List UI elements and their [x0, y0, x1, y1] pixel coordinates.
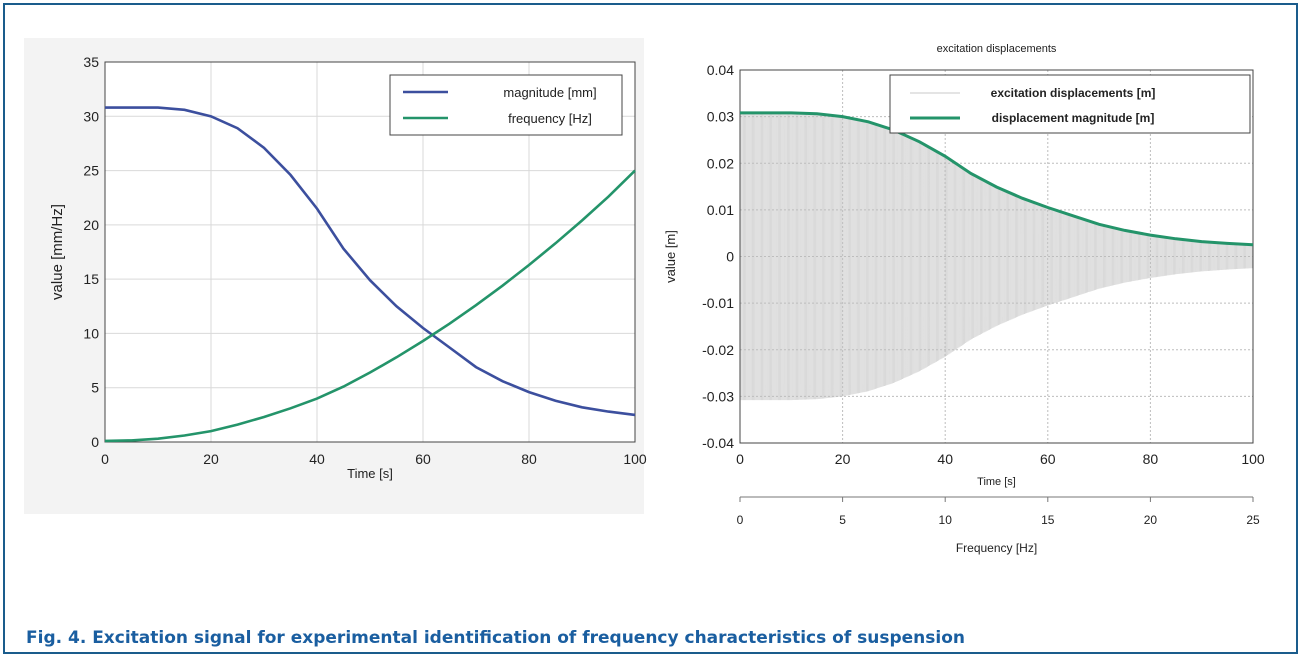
y-axis-label: value [m]	[663, 230, 678, 283]
chart-title: excitation displacements	[937, 43, 1057, 55]
x-tick-label: 60	[1040, 451, 1056, 467]
y-tick-label: 0.01	[707, 202, 734, 218]
legend	[889, 74, 1251, 134]
x-axis-label: Time [s]	[347, 466, 393, 481]
x-tick-label: 100	[1241, 451, 1265, 467]
y-tick-label: -0.01	[702, 295, 734, 311]
x-tick-label: 0	[736, 451, 744, 467]
frequency-tick-label: 10	[939, 513, 953, 527]
series-line-frequency	[104, 169, 636, 443]
y-tick-label: 15	[83, 271, 99, 287]
x-tick-label: 0	[101, 451, 109, 467]
x-tick-label: 20	[203, 451, 219, 467]
series-line-displacement-magnitude	[740, 111, 1254, 247]
y-tick-label: 20	[83, 217, 99, 233]
x-tick-label: 80	[521, 451, 537, 467]
figure-caption: Fig. 4. Excitation signal for experiment…	[26, 628, 966, 648]
y-tick-label: 0.02	[707, 155, 734, 171]
y-tick-label: -0.02	[702, 342, 734, 358]
chart-magnitude-frequency: 0 20 40 60 80 100 0 5 10 15 20 25 30 35 Time [s] value …	[24, 38, 647, 514]
legend-label: frequency [Hz]	[508, 111, 592, 126]
frequency-axis-label: Frequency [Hz]	[956, 541, 1037, 555]
y-tick-label: 10	[83, 325, 99, 341]
y-tick-label: -0.03	[702, 388, 734, 404]
legend-label: excitation displacements [m]	[991, 86, 1156, 100]
frequency-tick-label: 15	[1041, 513, 1055, 527]
legend-label: magnitude [mm]	[503, 85, 596, 100]
y-tick-label: 5	[91, 380, 99, 396]
x-tick-label: 40	[937, 451, 953, 467]
legend	[389, 74, 623, 136]
y-tick-label: 0.03	[707, 109, 734, 125]
frequency-tick-label: 25	[1246, 513, 1260, 527]
legend-label: displacement magnitude [m]	[992, 111, 1155, 125]
y-tick-label: 0.04	[707, 62, 734, 78]
y-tick-label: -0.04	[702, 435, 734, 451]
y-tick-label: 35	[83, 54, 99, 70]
frequency-tick-label: 20	[1144, 513, 1158, 527]
y-axis-label: value [mm/Hz]	[49, 204, 66, 300]
x-tick-label: 100	[623, 451, 647, 467]
x-tick-label: 80	[1143, 451, 1159, 467]
x-tick-label: 20	[835, 451, 851, 467]
plot-frame	[739, 69, 1254, 444]
frequency-tick-label: 0	[737, 513, 744, 527]
y-tick-label: 0	[726, 249, 734, 265]
plot-frame	[104, 61, 636, 443]
x-tick-label: 40	[309, 451, 325, 467]
y-tick-label: 30	[83, 108, 99, 124]
series-line-magnitude	[105, 106, 636, 417]
frequency-tick-label: 5	[839, 513, 846, 527]
y-tick-label: 25	[83, 163, 99, 179]
x-axis-label: Time [s]	[977, 476, 1016, 488]
x-tick-label: 60	[415, 451, 431, 467]
y-tick-label: 0	[91, 434, 99, 450]
